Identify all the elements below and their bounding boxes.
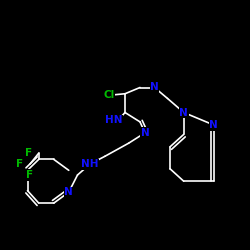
Text: N: N [64,187,73,197]
Text: N: N [210,120,218,130]
Text: HN: HN [105,115,122,125]
Text: F: F [25,148,32,158]
Text: N: N [150,82,159,92]
Text: N: N [180,108,188,118]
Text: N: N [140,128,149,138]
Text: F: F [16,159,24,169]
Text: NH: NH [81,159,99,169]
Text: Cl: Cl [103,90,115,100]
Text: F: F [26,170,34,180]
